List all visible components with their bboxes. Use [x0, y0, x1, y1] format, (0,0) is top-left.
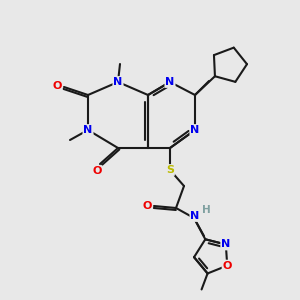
Text: O: O: [223, 261, 232, 271]
Text: H: H: [202, 205, 210, 215]
Text: N: N: [190, 211, 200, 221]
Text: N: N: [165, 77, 175, 87]
Text: N: N: [190, 125, 200, 135]
Text: S: S: [166, 165, 174, 175]
Text: O: O: [52, 81, 62, 91]
Text: N: N: [113, 77, 123, 87]
Text: N: N: [83, 125, 93, 135]
Text: O: O: [142, 201, 152, 211]
Text: N: N: [221, 239, 230, 250]
Text: O: O: [92, 166, 102, 176]
